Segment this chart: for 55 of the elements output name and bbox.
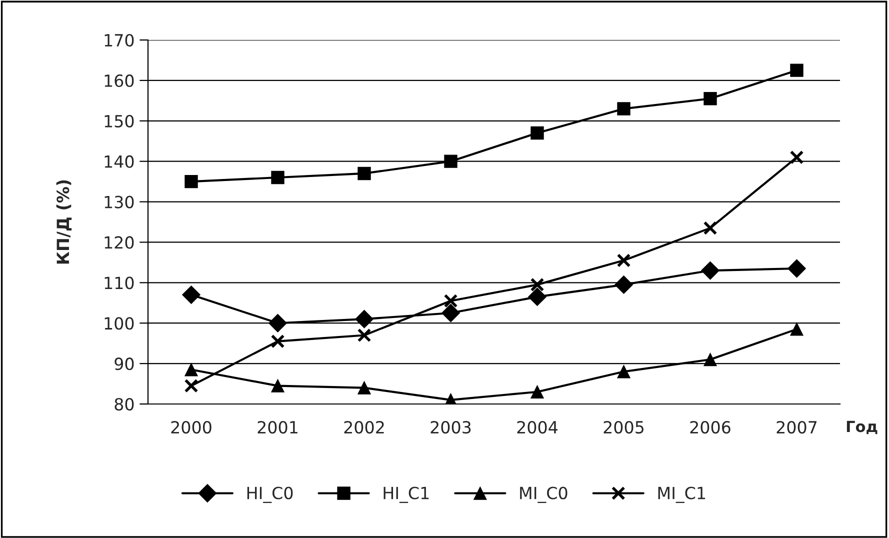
point [528,288,546,306]
point [701,261,720,280]
y-tick-label: 130 [104,196,134,208]
point [790,150,804,164]
point [617,365,630,378]
point [704,352,717,366]
point [614,276,633,294]
x-tick-label: 2001 [258,420,298,434]
point [270,334,285,348]
legend-label: MI_C1 [658,486,706,503]
point [442,304,460,322]
x-axis-title: Год [846,420,878,434]
x-tick-label: 2005 [604,420,644,434]
y-tick-label: 110 [104,276,134,290]
point [704,92,717,106]
y-tick-label: 80 [114,398,134,411]
point [184,378,198,393]
point [358,166,371,180]
y-tick-label: 150 [104,114,134,128]
x-tick-label: 2004 [517,420,558,434]
x-tick-label: 2000 [171,420,212,434]
point [271,170,284,184]
point [790,64,804,77]
point [268,314,287,332]
y-tick-label: 120 [104,236,134,249]
y-tick-label: 140 [104,155,134,168]
point [271,379,284,392]
point [530,278,544,292]
y-axis-title: КП/Д (%) [56,180,72,264]
x-tick-label: 2002 [344,420,384,434]
point [355,310,374,328]
point [790,322,804,336]
x-tick-label: 2007 [776,420,817,434]
y-tick-label: 100 [104,317,134,330]
point [444,294,458,308]
x-tick-label: 2006 [690,420,730,434]
legend-label: HI_C1 [384,486,429,503]
point [182,286,200,304]
point [703,221,718,236]
x-tick-label: 2003 [430,420,471,434]
y-tick-label: 90 [114,358,134,370]
legend-label: MI_C0 [520,486,568,503]
y-tick-label: 160 [104,74,134,88]
point [184,174,198,188]
point [616,253,631,268]
point [530,385,544,398]
point [184,363,198,376]
point [357,328,372,342]
point [444,154,458,168]
legend-label: HI_C0 [247,486,293,503]
point [617,102,630,116]
y-tick-label: 170 [104,34,134,47]
point [788,259,806,278]
point [358,381,371,394]
point [530,126,544,140]
